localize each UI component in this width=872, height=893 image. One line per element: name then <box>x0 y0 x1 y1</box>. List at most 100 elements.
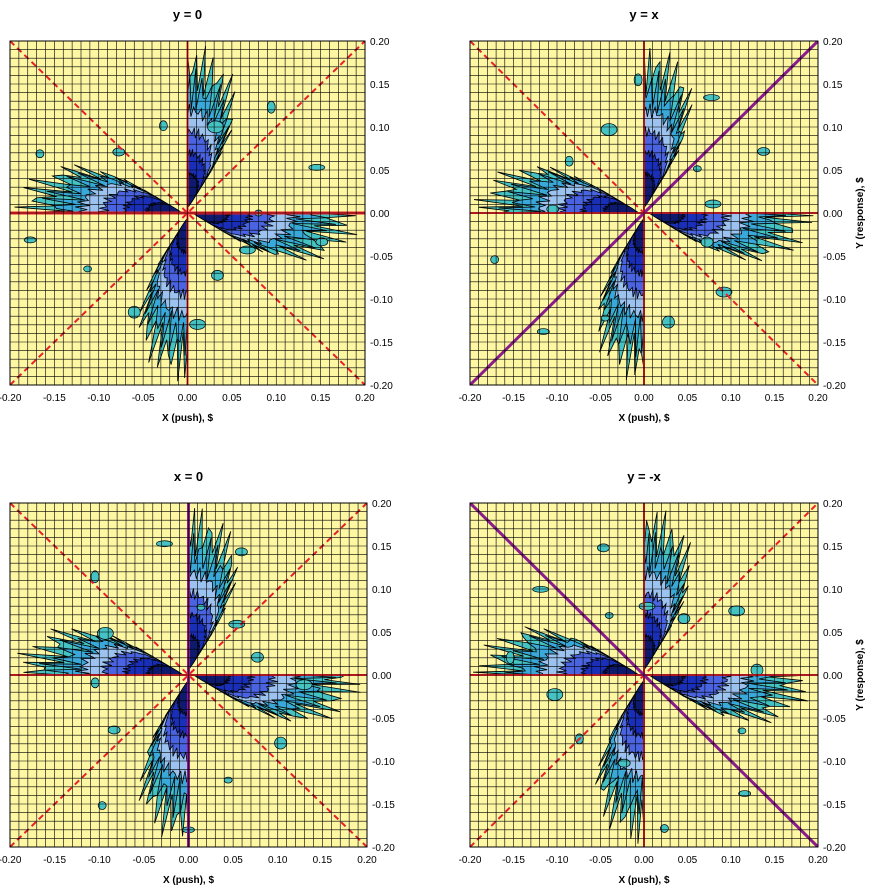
x-tick-label: 0.05 <box>222 393 242 404</box>
x-tick-label: -0.15 <box>43 393 66 404</box>
contour-blob <box>196 603 206 611</box>
x-tick-label: 0.10 <box>267 393 287 404</box>
y-tick-label: -0.10 <box>823 757 846 768</box>
contour-blob <box>308 164 326 171</box>
y-tick-label: -0.15 <box>372 800 395 811</box>
y-tick-label: 0.05 <box>370 166 390 177</box>
y-tick-label: 0.00 <box>823 671 843 682</box>
contour-blob <box>112 147 126 157</box>
x-tick-label: 0.20 <box>357 855 377 866</box>
contour-blob <box>90 677 100 689</box>
contour-blob <box>159 120 168 132</box>
contour-blob <box>107 725 121 735</box>
y-tick-label: -0.20 <box>823 843 846 854</box>
chart-title: y = 0 <box>173 7 202 22</box>
contour-blob <box>757 147 770 156</box>
plot-frame <box>469 40 819 386</box>
x-axis-label: X (push), $ <box>618 875 670 886</box>
contour-blob <box>703 94 720 101</box>
contour-blob <box>536 328 550 335</box>
y-tick-label: -0.15 <box>823 800 846 811</box>
x-axis-label: X (push), $ <box>163 875 215 886</box>
x-tick-label: 0.00 <box>634 393 654 404</box>
contour-blob <box>211 270 224 281</box>
x-tick-label: 0.15 <box>313 855 333 866</box>
chart-panel-2: y = x -0.20 -0.15 -0.10 -0.05 0.00 0.05 0.10 0.1… <box>459 7 866 424</box>
y-tick-label: 0.15 <box>823 80 843 91</box>
y-tick-label: 0.10 <box>372 585 392 596</box>
contour-blob <box>660 824 669 833</box>
y-tick-label: -0.20 <box>370 381 393 392</box>
contour-blob <box>83 265 92 273</box>
y-tick-label: 0.05 <box>823 628 843 639</box>
contour-level-6 <box>188 674 232 687</box>
x-tick-label: -0.10 <box>546 393 569 404</box>
contour-blob <box>617 758 631 768</box>
x-tick-label: 0.20 <box>355 393 375 404</box>
grid-lines <box>469 502 819 848</box>
contour-level-6 <box>602 663 644 676</box>
x-tick-label: -0.15 <box>502 855 525 866</box>
y-tick-label: -0.20 <box>823 381 846 392</box>
contour-blob <box>715 286 733 298</box>
x-tick-label: -0.10 <box>87 393 110 404</box>
y-tick-label: 0.15 <box>823 542 843 553</box>
x-tick-label: 0.15 <box>311 393 331 404</box>
contour-level-6 <box>644 674 687 687</box>
chart-title: x = 0 <box>174 469 203 484</box>
y-tick-label: 0.00 <box>823 209 843 220</box>
x-axis-label: X (push), $ <box>618 413 670 424</box>
contour-blob <box>532 585 550 593</box>
contour-level-6 <box>175 213 188 255</box>
x-tick-label: -0.15 <box>502 393 525 404</box>
x-tick-label: -0.05 <box>589 855 612 866</box>
x-tick-label: 0.10 <box>721 393 741 404</box>
y-tick-label: 0.20 <box>823 37 843 48</box>
y-tick-label: 0.10 <box>370 123 390 134</box>
y-tick-label: -0.05 <box>823 714 846 725</box>
y-tick-label: 0.05 <box>372 628 392 639</box>
contour-blob <box>546 688 564 701</box>
contour-blob <box>97 626 114 640</box>
contour-blob <box>597 543 610 553</box>
x-tick-label: 0.00 <box>179 855 199 866</box>
x-tick-label: 0.20 <box>808 393 828 404</box>
x-tick-label: -0.20 <box>459 855 482 866</box>
y-tick-label: 0.10 <box>823 585 843 596</box>
x-tick-label: -0.20 <box>459 393 482 404</box>
x-tick-label: -0.20 <box>0 393 22 404</box>
y-axis-label: Y (response), $ <box>855 639 866 711</box>
y-axis-label: Y (response), $ <box>855 177 866 249</box>
plot-frame <box>9 40 366 386</box>
contour-blob <box>704 199 722 209</box>
y-tick-label: 0.15 <box>370 80 390 91</box>
contour-blob <box>23 236 37 244</box>
y-tick-label: 0.05 <box>823 166 843 177</box>
x-tick-label: 0.00 <box>178 393 198 404</box>
contour-level-6 <box>145 663 189 676</box>
contour-blob <box>633 73 643 87</box>
chart-title: y = x <box>629 7 659 22</box>
reference-line-yeqx <box>10 503 367 847</box>
contour-level-6 <box>644 212 686 225</box>
contour-blob <box>692 165 702 173</box>
contour-blob <box>235 547 248 557</box>
reference-line-yeqnegx <box>10 41 365 385</box>
contour-blob <box>97 801 107 810</box>
contour-blob <box>274 736 287 750</box>
contour-blob <box>728 605 745 617</box>
contour-blob <box>700 236 714 248</box>
contour-blob <box>251 651 264 663</box>
contour-blob <box>239 245 256 255</box>
grid-lines <box>9 502 368 848</box>
x-tick-label: -0.10 <box>88 855 111 866</box>
x-tick-label: 0.10 <box>721 855 741 866</box>
y-tick-label: -0.15 <box>823 338 846 349</box>
contour-blob <box>156 540 173 548</box>
x-tick-label: -0.10 <box>546 855 569 866</box>
x-tick-label: 0.05 <box>223 855 243 866</box>
x-tick-label: 0.00 <box>634 855 654 866</box>
x-tick-label: 0.15 <box>765 855 785 866</box>
chart-panel-4: y = -x -0.20 -0.15 -0.10 -0.05 0.00 0.05 0.10 0.… <box>459 469 866 886</box>
